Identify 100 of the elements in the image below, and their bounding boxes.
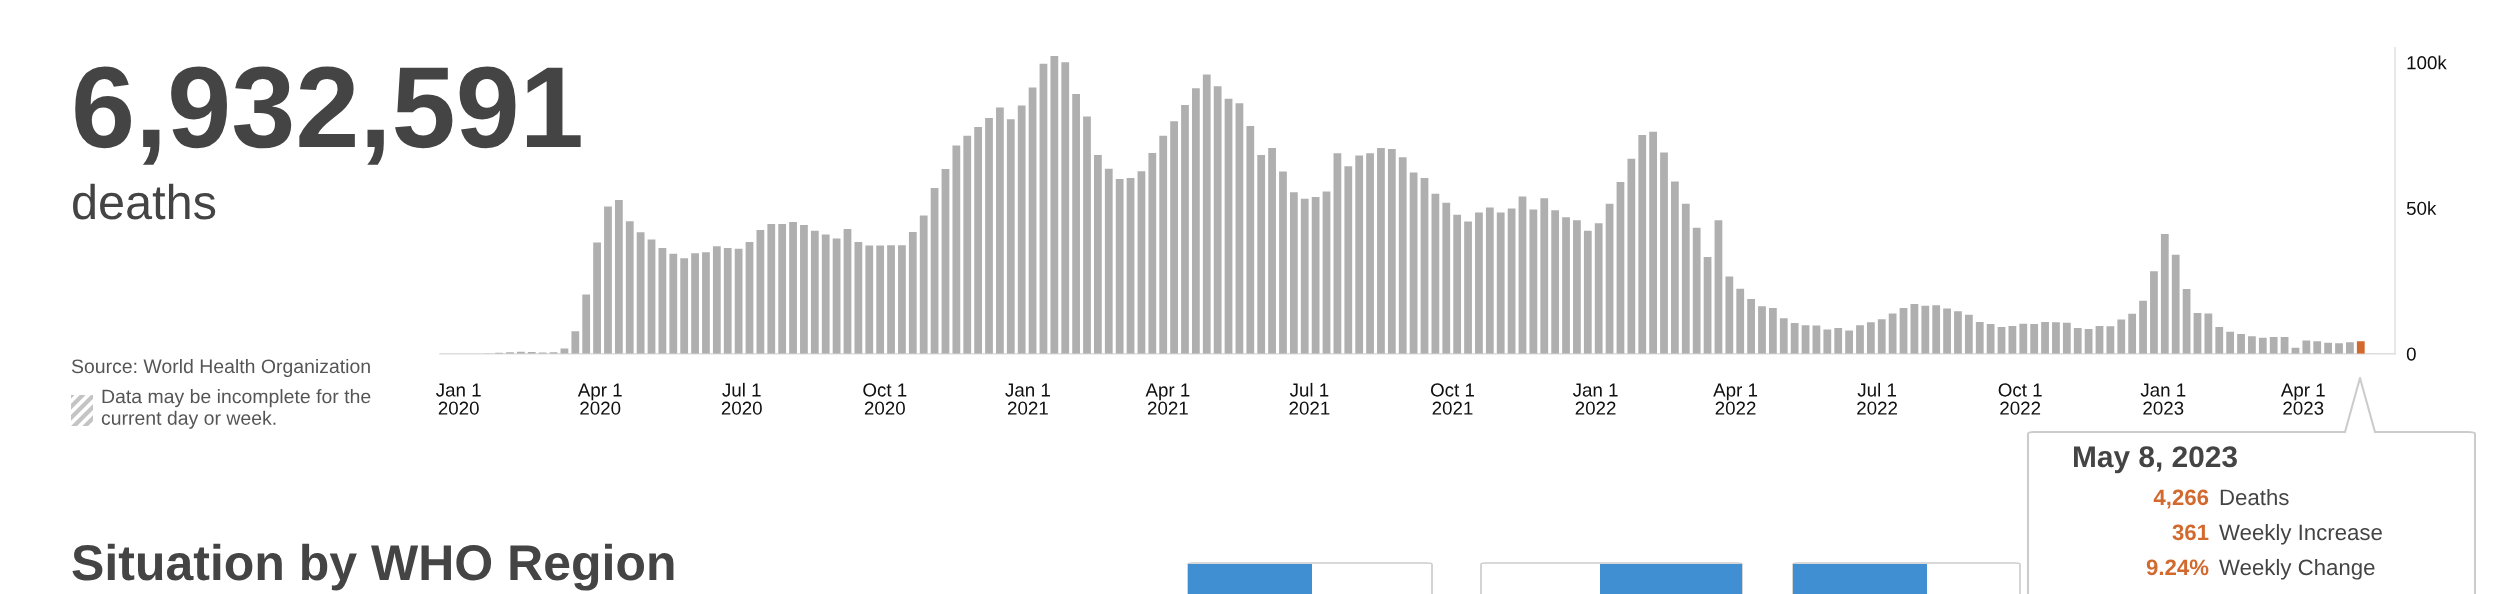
bar xyxy=(1072,94,1080,354)
bar xyxy=(2269,337,2278,354)
bar xyxy=(2041,321,2049,354)
bar xyxy=(1202,74,1211,354)
bar xyxy=(1409,172,1418,354)
bar xyxy=(1366,153,1374,354)
bar xyxy=(1094,155,1102,354)
bar xyxy=(1671,181,1679,354)
bar xyxy=(1562,217,1570,354)
bar xyxy=(1823,329,1832,354)
bar xyxy=(1191,88,1200,354)
x-tick-label: Jan 1 2023 xyxy=(2140,383,2186,415)
bar xyxy=(680,258,689,354)
bar xyxy=(2356,341,2365,354)
x-tick-label: Apr 1 2023 xyxy=(2280,383,2325,415)
bar xyxy=(1289,192,1298,354)
bar xyxy=(2215,326,2224,354)
bar xyxy=(2324,342,2333,354)
bar xyxy=(1442,202,1451,354)
bar xyxy=(2226,331,2235,354)
bar xyxy=(647,239,656,354)
bar xyxy=(1475,212,1483,354)
bar xyxy=(582,294,591,354)
bar xyxy=(810,230,819,354)
y-tick-label: 50k xyxy=(2406,201,2437,216)
bar xyxy=(604,206,612,354)
bar xyxy=(1213,86,1222,354)
bar xyxy=(636,232,645,354)
bar xyxy=(1616,182,1625,354)
bar xyxy=(821,234,830,354)
bar xyxy=(1104,168,1113,354)
bar xyxy=(2171,254,2180,354)
bar xyxy=(1888,313,1897,354)
bar xyxy=(963,135,972,354)
bar xyxy=(1758,306,1766,354)
bar xyxy=(1834,328,1843,354)
bar xyxy=(1877,319,1886,354)
text: 361 Weekly Increase xyxy=(2172,523,2382,545)
source-note: Source: World Health Organization xyxy=(71,358,370,378)
text: Situation by WHO Region xyxy=(72,543,674,591)
bar xyxy=(1028,87,1037,354)
bar xyxy=(1681,203,1690,354)
bar xyxy=(571,331,580,354)
bar xyxy=(930,187,939,354)
bar xyxy=(974,127,983,354)
bar xyxy=(941,168,950,354)
bar xyxy=(1453,214,1462,354)
bar xyxy=(1573,220,1581,354)
bar xyxy=(1006,119,1015,354)
bar xyxy=(1583,230,1592,354)
x-tick-label: Jan 1 2022 xyxy=(1572,383,1618,415)
text: deaths xyxy=(73,183,216,220)
x-tick-label: Oct 1 2020 xyxy=(863,383,907,415)
bar xyxy=(1496,212,1505,354)
bar xyxy=(2160,233,2169,354)
bar xyxy=(1692,227,1701,354)
bar xyxy=(1986,323,1995,354)
bar xyxy=(1159,135,1168,354)
bar xyxy=(2106,326,2115,354)
bar xyxy=(2302,340,2311,354)
y-tick-label: 100k xyxy=(2407,55,2447,70)
bar xyxy=(1638,134,1647,354)
bar xyxy=(1181,104,1189,354)
bar xyxy=(865,245,874,354)
bar xyxy=(1300,198,1309,354)
bar xyxy=(2313,341,2322,354)
x-tick-label: Jul 1 2022 xyxy=(1857,382,1897,415)
bar xyxy=(1311,196,1320,354)
bar xyxy=(1725,276,1734,354)
bar xyxy=(1529,209,1538,354)
bar xyxy=(734,248,743,354)
bar xyxy=(2150,271,2158,354)
bar xyxy=(1224,98,1233,354)
x-tick-label: Jan 1 2021 xyxy=(1005,383,1050,415)
bar xyxy=(789,222,797,354)
bar xyxy=(2258,337,2267,354)
bar xyxy=(1387,148,1396,354)
bar xyxy=(985,118,993,354)
bar xyxy=(1170,121,1178,354)
bar xyxy=(723,247,732,354)
bar xyxy=(1551,210,1560,354)
bar xyxy=(1779,318,1788,354)
bar xyxy=(614,199,623,354)
bar xyxy=(1083,116,1091,354)
bar xyxy=(691,253,699,354)
bar xyxy=(1464,221,1472,354)
bar xyxy=(1594,223,1603,354)
bar xyxy=(767,224,776,354)
bar xyxy=(1856,325,1864,354)
bar xyxy=(1845,330,1853,354)
bar xyxy=(800,224,808,354)
x-tick-label: Apr 1 2021 xyxy=(1145,383,1190,415)
bar xyxy=(2030,323,2039,354)
bar xyxy=(2019,323,2028,354)
bar xyxy=(1115,178,1124,354)
bar xyxy=(1039,63,1048,354)
bar xyxy=(1649,131,1658,354)
x-tick-label: Jul 1 2020 xyxy=(721,382,762,415)
text: Data may be incomplete for the current day or week. xyxy=(101,389,371,429)
bar xyxy=(1954,311,1962,354)
